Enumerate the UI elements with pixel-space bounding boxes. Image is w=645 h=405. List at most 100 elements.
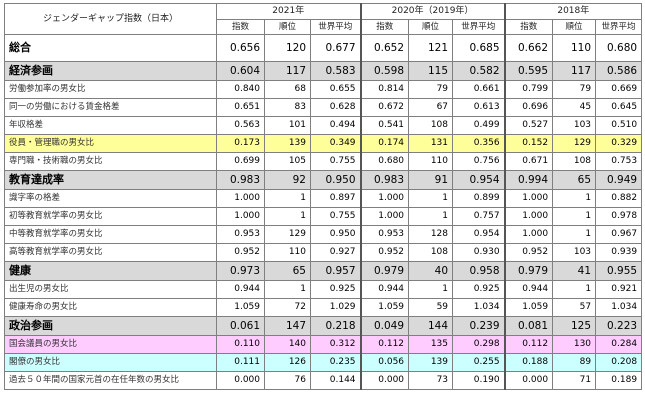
world-average-value: 0.757 [452, 207, 506, 226]
rank-value: 126 [264, 353, 311, 372]
rank-value: 40 [408, 261, 454, 281]
world-average-value: 0.582 [452, 61, 506, 81]
rank-value: 110 [264, 243, 311, 262]
row-label: 閣僚の男女比 [4, 353, 217, 372]
world-average-value: 0.255 [452, 353, 506, 372]
rank-value: 71 [552, 371, 597, 390]
table-row: 中等教育就学率の男女比 0.953 129 0.950 0.953 128 0.954 1.0… [4, 225, 643, 244]
index-value: 0.944 [359, 280, 410, 299]
table-row: 高等教育就学率の男女比 0.952 110 0.927 0.952 108 0.930 0.9… [4, 243, 643, 262]
year-header-2021: 2021年 [215, 3, 362, 20]
row-label: 中等教育就学率の男女比 [4, 225, 217, 244]
world-average-value: 0.939 [595, 243, 643, 262]
rank-value: 79 [552, 80, 597, 99]
world-average-value: 0.218 [309, 316, 362, 336]
rank-value: 1 [552, 225, 597, 244]
table-row: 初等教育就学率の男女比 1.000 1 0.755 1.000 1 0.757 1.000 1 0… [4, 207, 643, 226]
rank-value: 1 [552, 280, 597, 299]
column-header-world-average: 世界平均 [452, 19, 506, 35]
index-value: 0.953 [216, 225, 265, 244]
table-row: 労働参加率の男女比 0.840 68 0.655 0.814 79 0.661 0.799 79… [4, 80, 643, 99]
rank-value: 1 [264, 280, 311, 299]
rank-value: 121 [408, 34, 454, 62]
rank-value: 129 [264, 225, 311, 244]
row-label: 労働参加率の男女比 [4, 80, 217, 99]
rank-value: 103 [552, 116, 597, 135]
index-value: 0.952 [216, 243, 265, 262]
world-average-value: 0.927 [309, 243, 362, 262]
index-value: 0.598 [359, 61, 410, 81]
world-average-value: 0.677 [309, 34, 362, 62]
rank-value: 103 [552, 243, 597, 262]
index-value: 0.953 [359, 225, 410, 244]
row-label: 同一の労働における賃金格差 [4, 98, 217, 117]
world-average-value: 0.583 [309, 61, 362, 81]
table-body: ジェンダーギャップ指数（日本） 2021年 2020年（2019年） 2018年… [4, 3, 643, 390]
column-header-rank: 順位 [264, 19, 311, 35]
index-value: 0.563 [216, 116, 265, 135]
rank-value: 115 [408, 61, 454, 81]
index-value: 0.952 [503, 243, 554, 262]
table-row: 役員・管理職の男女比 0.173 139 0.349 0.174 131 0.356 0.15… [4, 134, 643, 153]
world-average-value: 0.661 [452, 80, 506, 99]
index-value: 0.049 [359, 316, 410, 336]
index-value: 0.799 [503, 80, 554, 99]
rank-value: 1 [552, 207, 597, 226]
category-row: 教育達成率 0.983 92 0.950 0.983 91 0.954 0.994 65 0.94… [4, 170, 643, 190]
index-value: 0.814 [359, 80, 410, 99]
world-average-value: 0.223 [595, 316, 643, 336]
index-value: 1.000 [359, 189, 410, 208]
world-average-value: 0.628 [309, 98, 362, 117]
world-average-value: 0.967 [595, 225, 643, 244]
rank-value: 108 [408, 243, 454, 262]
world-average-value: 0.669 [595, 80, 643, 99]
index-value: 0.651 [216, 98, 265, 117]
table-row: 出生児の男女比 0.944 1 0.925 0.944 1 0.925 0.944 1 0.921 [4, 280, 643, 299]
index-value: 0.973 [216, 261, 265, 281]
index-value: 0.541 [359, 116, 410, 135]
world-average-value: 0.954 [452, 170, 506, 190]
column-header-index: 指数 [216, 19, 265, 35]
index-value: 0.840 [216, 80, 265, 99]
world-average-value: 1.034 [595, 298, 643, 317]
index-value: 0.061 [216, 316, 265, 336]
rank-value: 1 [408, 207, 454, 226]
column-header-rank: 順位 [552, 19, 597, 35]
category-row: 政治参画 0.061 147 0.218 0.049 144 0.239 0.081 125 0.… [4, 316, 643, 336]
rank-value: 45 [552, 98, 597, 117]
index-value: 1.000 [503, 225, 554, 244]
world-average-value: 0.499 [452, 116, 506, 135]
column-header-index: 指数 [503, 19, 554, 35]
index-value: 1.000 [503, 207, 554, 226]
world-average-value: 0.955 [595, 261, 643, 281]
index-value: 0.983 [216, 170, 265, 190]
index-value: 0.983 [359, 170, 410, 190]
rank-value: 1 [408, 189, 454, 208]
index-value: 0.595 [503, 61, 554, 81]
table-row: 健康寿命の男女比 1.059 72 1.029 1.059 59 1.034 1.059 57 1… [4, 298, 643, 317]
world-average-value: 0.239 [452, 316, 506, 336]
table-row: 閣僚の男女比 0.111 126 0.235 0.056 139 0.255 0.188 89 0… [4, 353, 643, 372]
year-header-2018: 2018年 [503, 3, 643, 20]
index-value: 0.174 [359, 134, 410, 153]
index-value: 0.979 [503, 261, 554, 281]
world-average-value: 0.978 [595, 207, 643, 226]
index-value: 0.188 [503, 353, 554, 372]
index-value: 0.696 [503, 98, 554, 117]
row-label: 専門職・技術職の男女比 [4, 152, 217, 171]
rank-value: 139 [264, 134, 311, 153]
rank-value: 101 [264, 116, 311, 135]
table-row: 過去５０年間の国家元首の在任年数の男女比 0.000 76 0.144 0.000 73 0… [4, 371, 643, 390]
table-row: 年収格差 0.563 101 0.494 0.541 108 0.499 0.527 103 0.… [4, 116, 643, 135]
index-value: 0.671 [503, 152, 554, 171]
world-average-value: 0.298 [452, 335, 506, 354]
row-label: 国会議員の男女比 [4, 335, 217, 354]
rank-value: 89 [552, 353, 597, 372]
row-label: 総合 [4, 34, 217, 62]
gender-gap-table: ジェンダーギャップ指数（日本） 2021年 2020年（2019年） 2018年… [4, 3, 643, 390]
row-label: 教育達成率 [4, 170, 217, 190]
rank-value: 1 [264, 207, 311, 226]
rank-value: 65 [264, 261, 311, 281]
table-title: ジェンダーギャップ指数（日本） [4, 3, 217, 35]
rank-value: 73 [408, 371, 454, 390]
